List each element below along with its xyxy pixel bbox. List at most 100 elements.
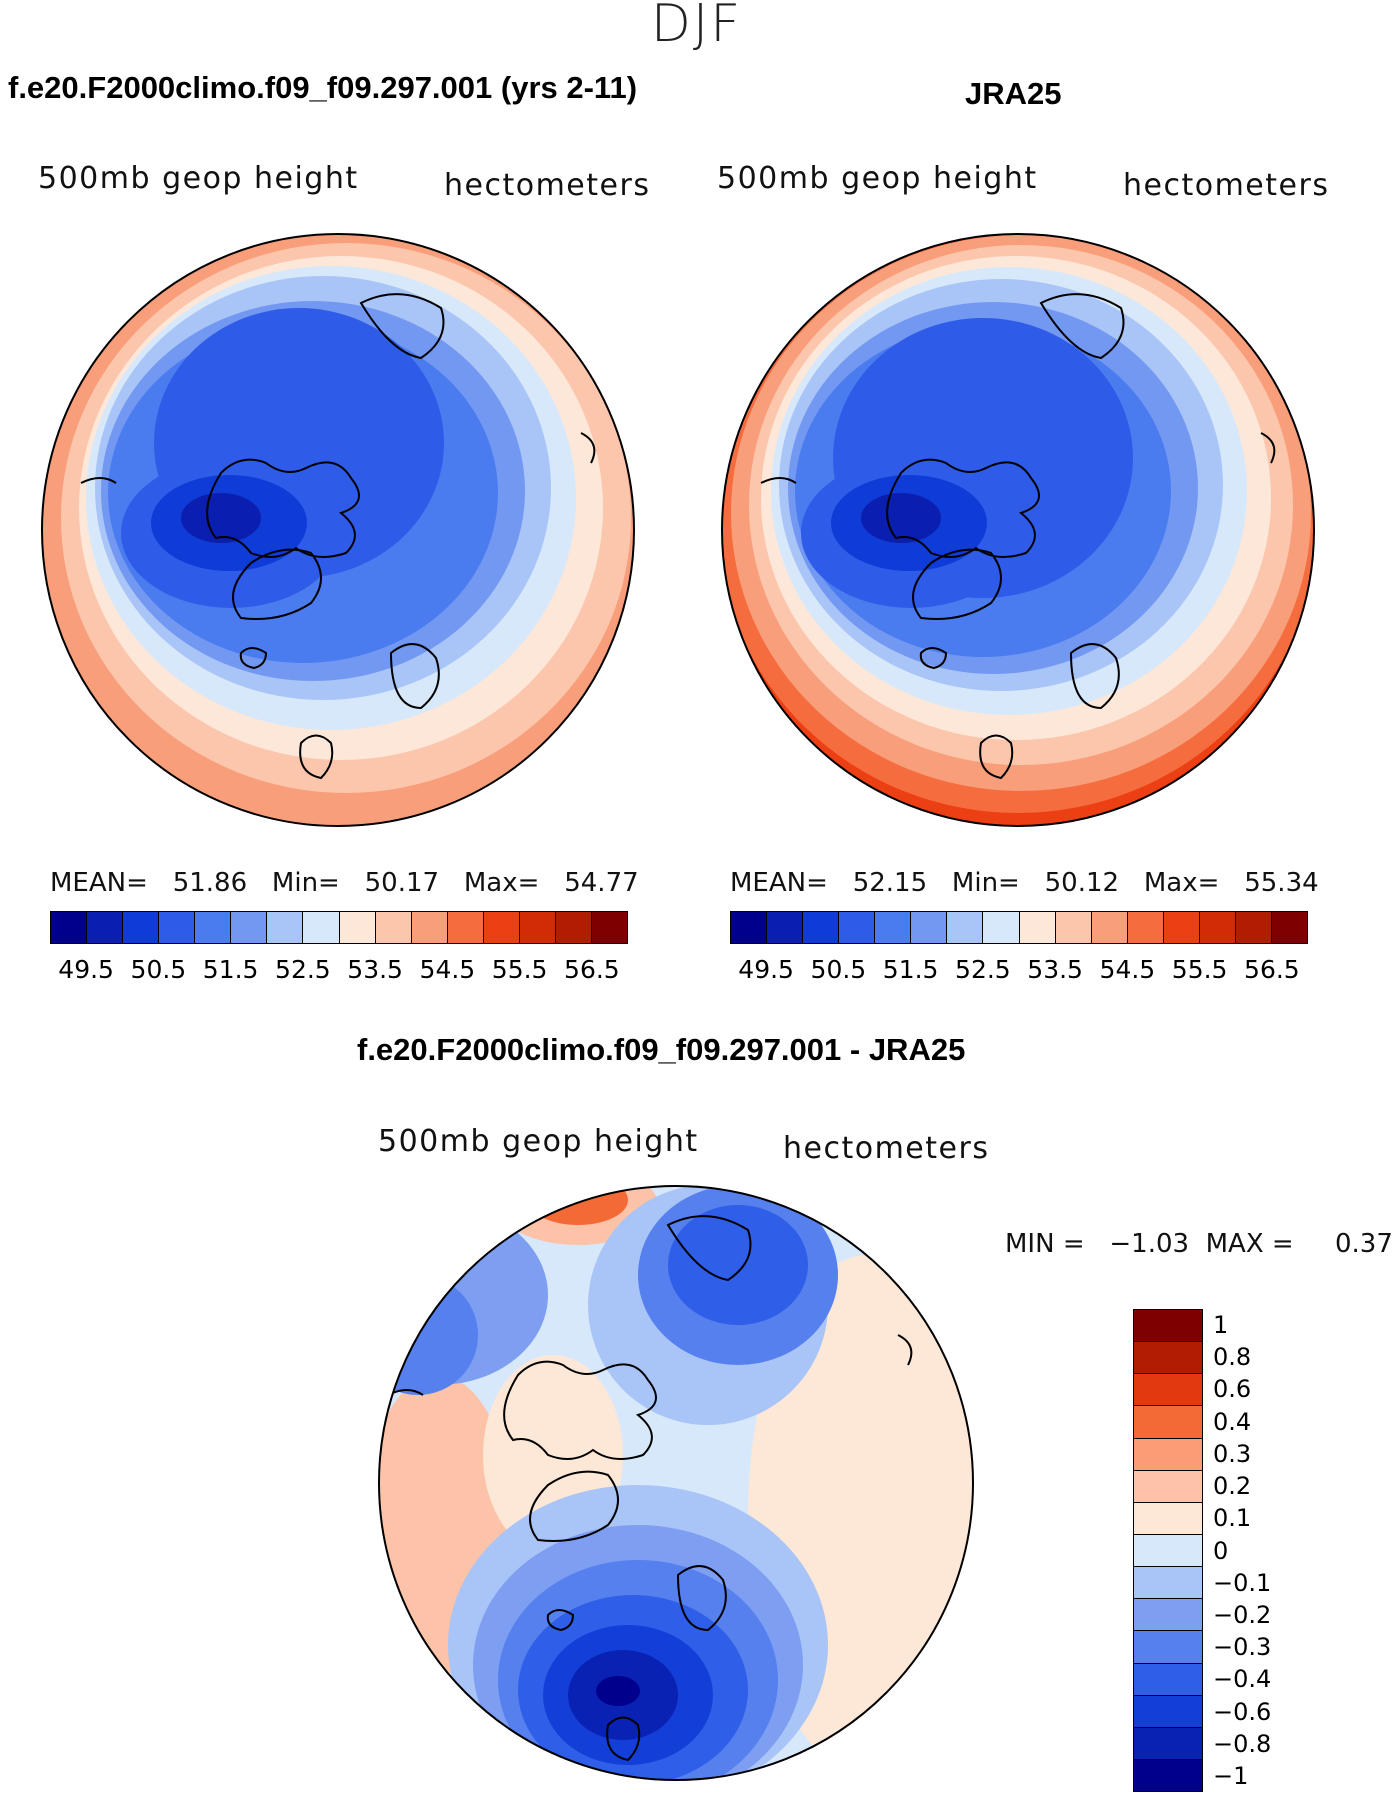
panel1-mean-label: MEAN= xyxy=(50,868,148,898)
panel1-colorbar xyxy=(50,911,628,944)
colorbar-tick-label: 56.5 xyxy=(564,955,620,984)
colorbar-swatch xyxy=(375,912,412,943)
colorbar-swatch xyxy=(1134,1727,1202,1760)
colorbar-swatch xyxy=(51,912,88,943)
colorbar-level-label: −0.1 xyxy=(1213,1568,1272,1597)
colorbar-level-label: −0.6 xyxy=(1213,1697,1272,1726)
panel1-max-value: 54.77 xyxy=(564,868,639,898)
colorbar-swatch xyxy=(483,912,520,943)
colorbar-level-label: −0.8 xyxy=(1213,1729,1272,1758)
colorbar-level-label: −1 xyxy=(1213,1761,1249,1790)
colorbar-tick-label: 54.5 xyxy=(1099,955,1156,984)
colorbar-swatch xyxy=(839,912,876,943)
panel2-polar-map xyxy=(721,233,1315,827)
colorbar-swatch xyxy=(1127,912,1164,943)
colorbar-swatch xyxy=(767,912,804,943)
colorbar-tick-label: 54.5 xyxy=(419,955,476,984)
colorbar-swatch xyxy=(911,912,948,943)
panel1-min-label: Min= xyxy=(271,868,340,898)
colorbar-level-label: 0.3 xyxy=(1213,1439,1252,1468)
colorbar-swatch xyxy=(555,912,592,943)
colorbar-swatch xyxy=(447,912,484,943)
colorbar-swatch xyxy=(159,912,196,943)
colorbar-tick-label: 49.5 xyxy=(738,955,794,984)
diff-colorbar-labels: 1 0.8 0.6 0.4 0.3 0.2 0.1 0 −0.1 −0.2 −0.3 −0.4 −0.6… xyxy=(1213,1309,1313,1792)
colorbar-level-label: 0.2 xyxy=(1213,1472,1252,1501)
colorbar-swatch xyxy=(1091,912,1128,943)
panel2-units: hectometers xyxy=(1123,168,1330,203)
panel1-units: hectometers xyxy=(444,168,651,203)
panel1-variable: 500mb geop height xyxy=(38,161,359,196)
diff-variable: 500mb geop height xyxy=(378,1124,699,1159)
panel2-mean-label: MEAN= xyxy=(730,868,828,898)
panel1-mean-value: 51.86 xyxy=(172,868,248,898)
colorbar-swatch xyxy=(1134,1599,1202,1632)
colorbar-swatch xyxy=(1134,1695,1202,1728)
colorbar-swatch xyxy=(1134,1534,1202,1568)
panel1-title: f.e20.F2000climo.f09_f09.297.001 (yrs 2-… xyxy=(8,70,638,105)
colorbar-swatch xyxy=(591,912,627,943)
colorbar-tick-label: 53.5 xyxy=(1027,955,1083,984)
panel2-colorbar-ticks: 49.5 50.5 51.5 52.5 53.5 54.5 55.5 56.5 xyxy=(730,955,1308,985)
panel1-polar-map xyxy=(41,233,635,827)
colorbar-swatch xyxy=(87,912,124,943)
colorbar-level-label: 1 xyxy=(1213,1311,1229,1340)
colorbar-tick-label: 51.5 xyxy=(202,955,259,984)
colorbar-swatch xyxy=(1134,1663,1202,1696)
colorbar-swatch xyxy=(1134,1759,1202,1792)
colorbar-level-label: −0.4 xyxy=(1213,1665,1272,1694)
colorbar-tick-label: 53.5 xyxy=(347,955,403,984)
diff-units: hectometers xyxy=(783,1131,990,1166)
colorbar-swatch xyxy=(1134,1631,1202,1664)
colorbar-level-label: 0 xyxy=(1213,1536,1229,1565)
colorbar-tick-label: 52.5 xyxy=(275,955,331,984)
colorbar-swatch xyxy=(411,912,448,943)
colorbar-tick-label: 50.5 xyxy=(130,955,187,984)
colorbar-tick-label: 55.5 xyxy=(1171,955,1228,984)
panel1-max-label: Max= xyxy=(463,868,540,898)
colorbar-swatch xyxy=(983,912,1020,943)
colorbar-level-label: 0.8 xyxy=(1213,1343,1252,1372)
colorbar-swatch xyxy=(123,912,160,943)
colorbar-level-label: 0.4 xyxy=(1213,1407,1252,1436)
colorbar-tick-label: 50.5 xyxy=(810,955,867,984)
colorbar-swatch xyxy=(1055,912,1092,943)
colorbar-swatch xyxy=(1163,912,1200,943)
colorbar-level-label: −0.2 xyxy=(1213,1600,1272,1629)
colorbar-level-label: −0.3 xyxy=(1213,1633,1272,1662)
colorbar-swatch xyxy=(875,912,912,943)
colorbar-tick-label: 52.5 xyxy=(955,955,1011,984)
colorbar-swatch xyxy=(731,912,768,943)
colorbar-tick-label: 55.5 xyxy=(491,955,548,984)
panel1-stats: MEAN= 51.86 Min= 50.17 Max= 54.77 xyxy=(50,868,639,898)
colorbar-level-label: 0.6 xyxy=(1213,1375,1252,1404)
season-title: DJF xyxy=(650,0,743,54)
colorbar-swatch xyxy=(195,912,232,943)
diff-polar-map xyxy=(378,1185,974,1781)
colorbar-swatch xyxy=(947,912,984,943)
colorbar-swatch xyxy=(1134,1438,1202,1471)
diff-minmax: MIN = −1.03 MAX = 0.37 xyxy=(1005,1229,1393,1259)
colorbar-swatch xyxy=(1134,1567,1202,1600)
colorbar-tick-label: 49.5 xyxy=(58,955,114,984)
panel1-colorbar-ticks: 49.5 50.5 51.5 52.5 53.5 54.5 55.5 56.5 xyxy=(50,955,628,985)
colorbar-swatch xyxy=(519,912,556,943)
colorbar-tick-label: 56.5 xyxy=(1244,955,1300,984)
colorbar-swatch xyxy=(1134,1310,1202,1343)
panel2-max-value: 55.34 xyxy=(1244,868,1319,898)
colorbar-swatch xyxy=(1134,1342,1202,1375)
panel2-max-label: Max= xyxy=(1143,868,1220,898)
colorbar-swatch xyxy=(1271,912,1307,943)
colorbar-swatch xyxy=(267,912,304,943)
panel2-min-label: Min= xyxy=(951,868,1020,898)
panel1-min-value: 50.17 xyxy=(364,868,440,898)
colorbar-swatch xyxy=(1134,1470,1202,1503)
colorbar-level-label: 0.1 xyxy=(1213,1504,1252,1533)
colorbar-swatch xyxy=(303,912,340,943)
colorbar-swatch xyxy=(1019,912,1056,943)
colorbar-tick-label: 51.5 xyxy=(882,955,939,984)
panel2-variable: 500mb geop height xyxy=(717,161,1038,196)
panel2-stats: MEAN= 52.15 Min= 50.12 Max= 55.34 xyxy=(730,868,1319,898)
colorbar-swatch xyxy=(803,912,840,943)
colorbar-swatch xyxy=(1134,1406,1202,1439)
